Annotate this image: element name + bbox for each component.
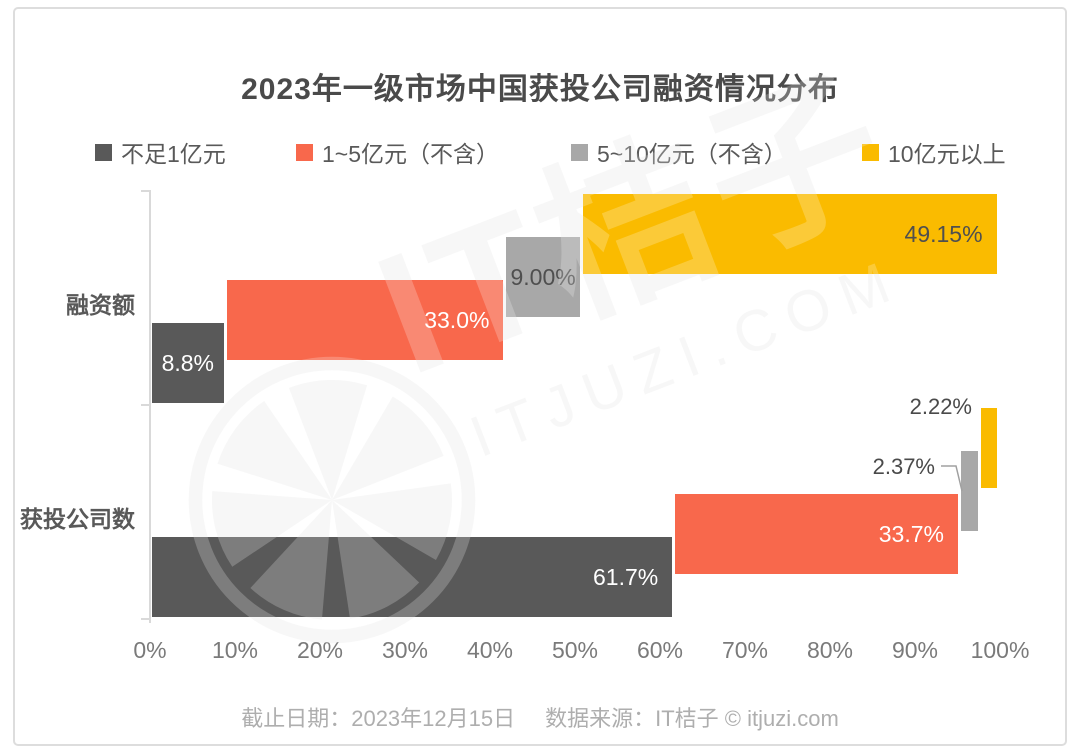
x-axis-tick-label-5: 50% — [551, 637, 599, 663]
legend-item-2: 5~10亿元（不含） — [571, 140, 787, 167]
footer-date: 截止日期：2023年12月15日 — [241, 706, 516, 731]
legend-swatch-icon — [571, 143, 588, 161]
x-axis-tick-label-9: 90% — [891, 637, 939, 663]
x-axis-tick-label-10: 100% — [970, 637, 1030, 663]
x-axis-tick-label-4: 40% — [466, 637, 514, 663]
category-label-company-count: 获投公司数 — [20, 506, 135, 532]
legend-swatch-icon — [862, 143, 879, 161]
bar-segment-label: 61.7% — [592, 563, 659, 590]
bar-segment-label: 33.7% — [878, 520, 944, 547]
bar-segment-row0-series3: 49.15% — [582, 194, 997, 274]
footer-source: 数据来源：IT桔子 © itjuzi.com — [545, 706, 839, 731]
legend-label: 1~5亿元（不含） — [322, 141, 500, 167]
x-axis-tick-label-6: 60% — [636, 637, 684, 663]
chart-title: 2023年一级市场中国获投公司融资情况分布 — [241, 73, 839, 107]
callout-label-5-10yi: 2.37% — [872, 454, 935, 479]
bar-segment-label: 49.15% — [904, 220, 983, 247]
bar-segment-row0-series1: 33.0% — [226, 280, 504, 360]
legend-label: 5~10亿元（不含） — [597, 141, 787, 167]
legend-swatch-icon — [95, 143, 112, 161]
legend-item-3: 10亿元以上 — [862, 140, 1006, 167]
x-axis-tick-label-7: 70% — [721, 637, 769, 663]
legend-label: 10亿元以上 — [888, 141, 1006, 167]
bar-segment-row1-series3 — [981, 408, 997, 488]
x-axis-tick-label-1: 10% — [211, 637, 259, 663]
legend-swatch-icon — [296, 143, 313, 161]
bar-segment-row1-series0: 61.7% — [152, 537, 673, 617]
bar-segment-row1-series2 — [960, 451, 979, 531]
legend-item-1: 1~5亿元（不含） — [296, 140, 499, 167]
y-axis-tick — [141, 618, 150, 620]
legend-item-0: 不足1亿元 — [95, 140, 226, 167]
category-label-financing-amount: 融资额 — [66, 292, 135, 318]
y-axis-tick — [141, 190, 150, 192]
x-axis-tick-label-8: 80% — [806, 637, 854, 663]
bar-segment-row0-series2: 9.00% — [506, 237, 580, 317]
bar-segment-label: 8.8% — [161, 349, 215, 376]
callout-label-over-10yi: 2.22% — [909, 394, 972, 419]
y-axis-tick — [141, 404, 150, 406]
bar-segment-label: 9.00% — [510, 263, 576, 290]
bar-segment-label: 33.0% — [424, 306, 490, 333]
x-axis-tick-label-0: 0% — [133, 637, 167, 663]
footer: 截止日期：2023年12月15日 数据来源：IT桔子 © itjuzi.com — [0, 701, 1080, 733]
y-axis-line — [149, 190, 151, 623]
legend-label: 不足1亿元 — [121, 141, 226, 167]
x-axis-tick-label-2: 20% — [296, 637, 344, 663]
x-axis-tick-label-3: 30% — [381, 637, 429, 663]
bar-segment-row0-series0: 8.8% — [152, 323, 224, 403]
bar-segment-row1-series1: 33.7% — [675, 494, 958, 574]
